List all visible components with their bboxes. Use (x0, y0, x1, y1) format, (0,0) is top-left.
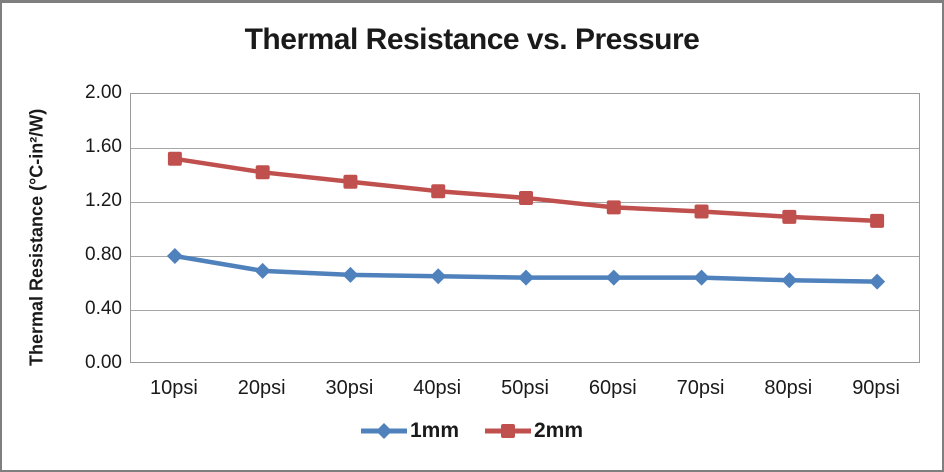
x-tick-label: 90psi (852, 377, 900, 399)
chart-title: Thermal Resistance vs. Pressure (244, 23, 700, 56)
marker-1mm (869, 273, 886, 290)
x-tick-label: 60psi (588, 377, 637, 399)
marker-1mm (781, 272, 798, 289)
series-layer (166, 151, 886, 290)
legend-marker-1mm (375, 423, 392, 439)
x-tick-label: 20psi (237, 377, 286, 399)
y-axis-title: Thermal Resistance (°C-in²/W) (26, 108, 47, 366)
marker-2mm (343, 174, 358, 189)
marker-2mm (694, 204, 709, 219)
series-line-2mm (174, 156, 878, 224)
marker-1mm (518, 269, 534, 286)
y-tick-label: 2.00 (85, 82, 122, 103)
x-tick-label: 40psi (413, 377, 462, 399)
plot-area (130, 93, 920, 363)
gridline (131, 309, 919, 311)
y-tick-label: 1.60 (85, 136, 122, 157)
marker-1mm (254, 262, 271, 279)
x-tick-label: 30psi (325, 377, 374, 399)
y-tick-label: 0.00 (85, 352, 122, 373)
marker-1mm (166, 248, 183, 264)
chart-legend: 1mm 2mm (2, 419, 942, 443)
legend-item-2mm: 2mm (485, 419, 583, 443)
marker-1mm (693, 269, 710, 286)
legend-label: 1mm (409, 419, 459, 442)
y-tick-label: 0.80 (85, 244, 122, 265)
marker-2mm (606, 200, 621, 215)
x-tick-label: 10psi (149, 377, 198, 399)
y-tick-label: 0.40 (85, 298, 122, 319)
marker-1mm (605, 269, 622, 286)
marker-2mm (431, 184, 446, 199)
y-tick-label: 1.20 (85, 190, 122, 211)
marker-2mm (167, 151, 182, 166)
marker-1mm (430, 268, 447, 285)
legend-label: 2mm (534, 419, 584, 442)
marker-2mm (255, 165, 270, 180)
legend-item-1mm: 1mm (360, 419, 459, 443)
x-tick-label: 50psi (501, 377, 549, 399)
marker-2mm (870, 213, 885, 228)
x-tick-label: 80psi (764, 377, 813, 399)
marker-1mm (342, 266, 359, 283)
legend-marker-2mm (501, 424, 515, 438)
legend-marker-square-icon (485, 424, 531, 438)
marker-2mm (519, 190, 533, 205)
legend-marker-diamond-icon (360, 423, 407, 439)
gridline (131, 147, 919, 149)
marker-2mm (782, 209, 797, 224)
gridline (131, 255, 919, 257)
x-tick-label: 70psi (676, 377, 725, 399)
